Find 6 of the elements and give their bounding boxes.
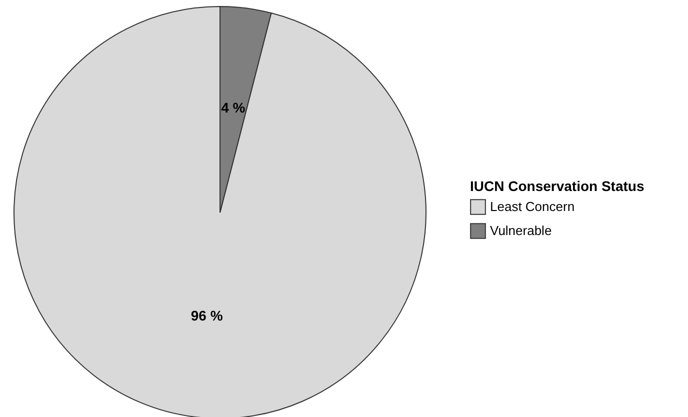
legend-label: Least Concern — [490, 199, 575, 214]
data-label: 96 % — [190, 308, 224, 324]
legend-label: Vulnerable — [490, 223, 552, 238]
pie-slice — [14, 6, 426, 417]
data-label: 4 % — [221, 99, 246, 116]
legend-title: IUCN Conservation Status — [470, 178, 644, 194]
